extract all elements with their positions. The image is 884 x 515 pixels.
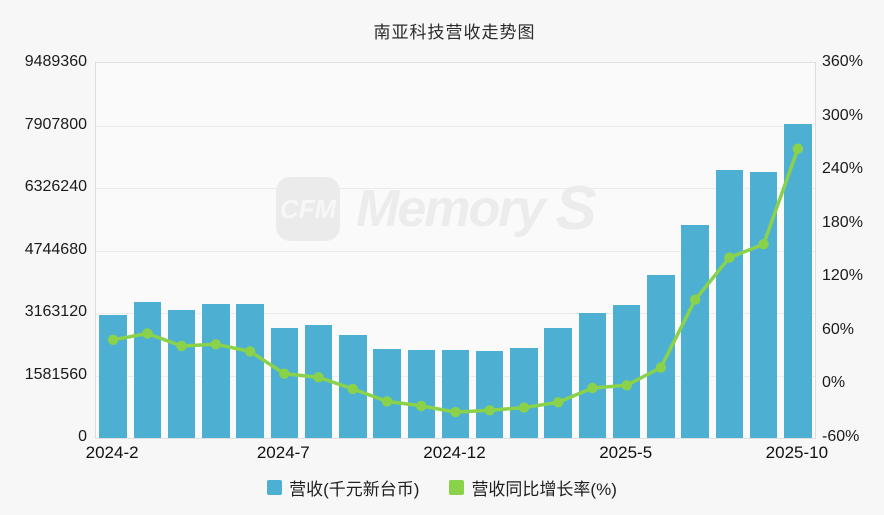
right-axis-tick-label: 60% [822, 320, 855, 338]
growth-point[interactable]: 2025-8: 142% [724, 252, 735, 263]
right-axis-tick-label: 240% [822, 160, 863, 178]
revenue-bar[interactable] [236, 304, 264, 438]
revenue-bar[interactable] [475, 351, 504, 438]
x-axis-label: 2025-10 [765, 443, 829, 462]
left-axis-tick-label: 3163120 [24, 303, 87, 320]
right-axis-tick-label: 0% [822, 374, 846, 392]
growth-point[interactable]: 2024-12: -31% [450, 406, 461, 418]
growth-point[interactable]: 2025-9: 157% [758, 239, 769, 250]
growth-point[interactable]: 2024-6: 37% [244, 346, 256, 357]
left-axis-tick-label: 1581560 [24, 365, 87, 383]
left-axis-tick-label: 7907800 [24, 115, 87, 133]
revenue-bar[interactable] [544, 328, 572, 438]
revenue-bar[interactable] [270, 328, 299, 438]
revenue-bar[interactable] [133, 302, 162, 438]
revenue-bar[interactable] [441, 349, 470, 438]
legend-label: 营收(千元新台币) [289, 480, 420, 499]
left-axis-tick-label: 0 [78, 428, 87, 445]
right-axis-tick-label: 360% [822, 53, 863, 70]
left-axis-tick-label: 6326240 [24, 178, 87, 195]
growth-point[interactable]: 2024-9: -5% [347, 383, 358, 395]
legend-swatch-icon [449, 480, 465, 495]
revenue-bar[interactable] [373, 349, 401, 438]
right-axis-tick-label: 180% [822, 213, 863, 231]
growth-point[interactable]: 2025-5: -1% [621, 380, 632, 391]
growth-point[interactable]: 2024-5: 45% [210, 339, 221, 350]
x-axis-label: 2024-2 [85, 443, 139, 462]
growth-point[interactable]: 2025-3: -20% [553, 397, 564, 408]
revenue-bar[interactable] [407, 349, 435, 438]
revenue-bar[interactable] [647, 275, 675, 438]
growth-point[interactable]: 2024-11: -24% [416, 400, 427, 412]
legend-item-revenue[interactable]: 营收(千元新台币) [267, 475, 419, 500]
left-axis-tick-label: 4744680 [24, 240, 87, 258]
chart-title: 南亚科技营收走势图 [373, 23, 536, 42]
gridline [96, 313, 815, 314]
revenue-bar[interactable] [715, 169, 744, 438]
growth-point[interactable]: 2025-6: 19% [655, 362, 667, 373]
gridline [96, 250, 815, 252]
growth-point[interactable]: 2024-8: 8% [313, 372, 324, 383]
growth-line [112, 148, 800, 414]
revenue-bar[interactable] [578, 313, 607, 438]
growth-line-layer: 2024-2: 50% 2024-3: 57% 2024-4: 43% 2024-5:… [107, 143, 804, 418]
plot-area: CFM Memory S 2024-2: 50%2024-3: 57%2024-… [95, 62, 816, 439]
legend-label: 营收同比增长率(%) [471, 480, 617, 499]
growth-point[interactable]: 2025-1: -29% [484, 405, 495, 416]
x-axis-label: 2024-12 [423, 443, 486, 462]
growth-point[interactable]: 2025-4: -4% [587, 382, 598, 394]
revenue-bar[interactable] [167, 310, 196, 438]
revenue-bar[interactable] [681, 225, 709, 438]
right-axis-tick-label: 300% [822, 106, 863, 124]
revenue-bar[interactable] [612, 304, 641, 438]
legend-swatch-icon [267, 480, 283, 495]
growth-point[interactable]: 2024-4: 43% [176, 340, 187, 352]
left-axis-tick-label: 9489360 [24, 53, 87, 70]
growth-point[interactable]: 2025-10: 264% [792, 143, 804, 154]
growth-point[interactable]: 2025-2: -26% [518, 402, 530, 413]
revenue-bar[interactable] [202, 303, 230, 438]
legend-item-growth-rate[interactable]: 营收同比增长率(%) [449, 475, 617, 500]
right-axis-tick-label: 120% [822, 267, 863, 285]
gridline [96, 125, 815, 127]
growth-point[interactable]: 2024-2: 50% [107, 334, 119, 345]
growth-point[interactable]: 2024-3: 57% [142, 328, 153, 339]
gridline [96, 188, 815, 189]
x-axis-label: 2025-5 [599, 443, 653, 462]
right-axis-tick-label: -60% [822, 428, 860, 445]
growth-point[interactable]: 2025-7: 95% [690, 294, 701, 305]
revenue-bar[interactable] [510, 347, 538, 438]
x-axis-label: 2024-7 [256, 443, 310, 462]
legend: 营收(千元新台币) 营收同比增长率(%) [0, 475, 884, 500]
growth-point[interactable]: 2024-10: -19% [381, 396, 393, 407]
growth-point[interactable]: 2024-7: 12% [279, 368, 290, 379]
